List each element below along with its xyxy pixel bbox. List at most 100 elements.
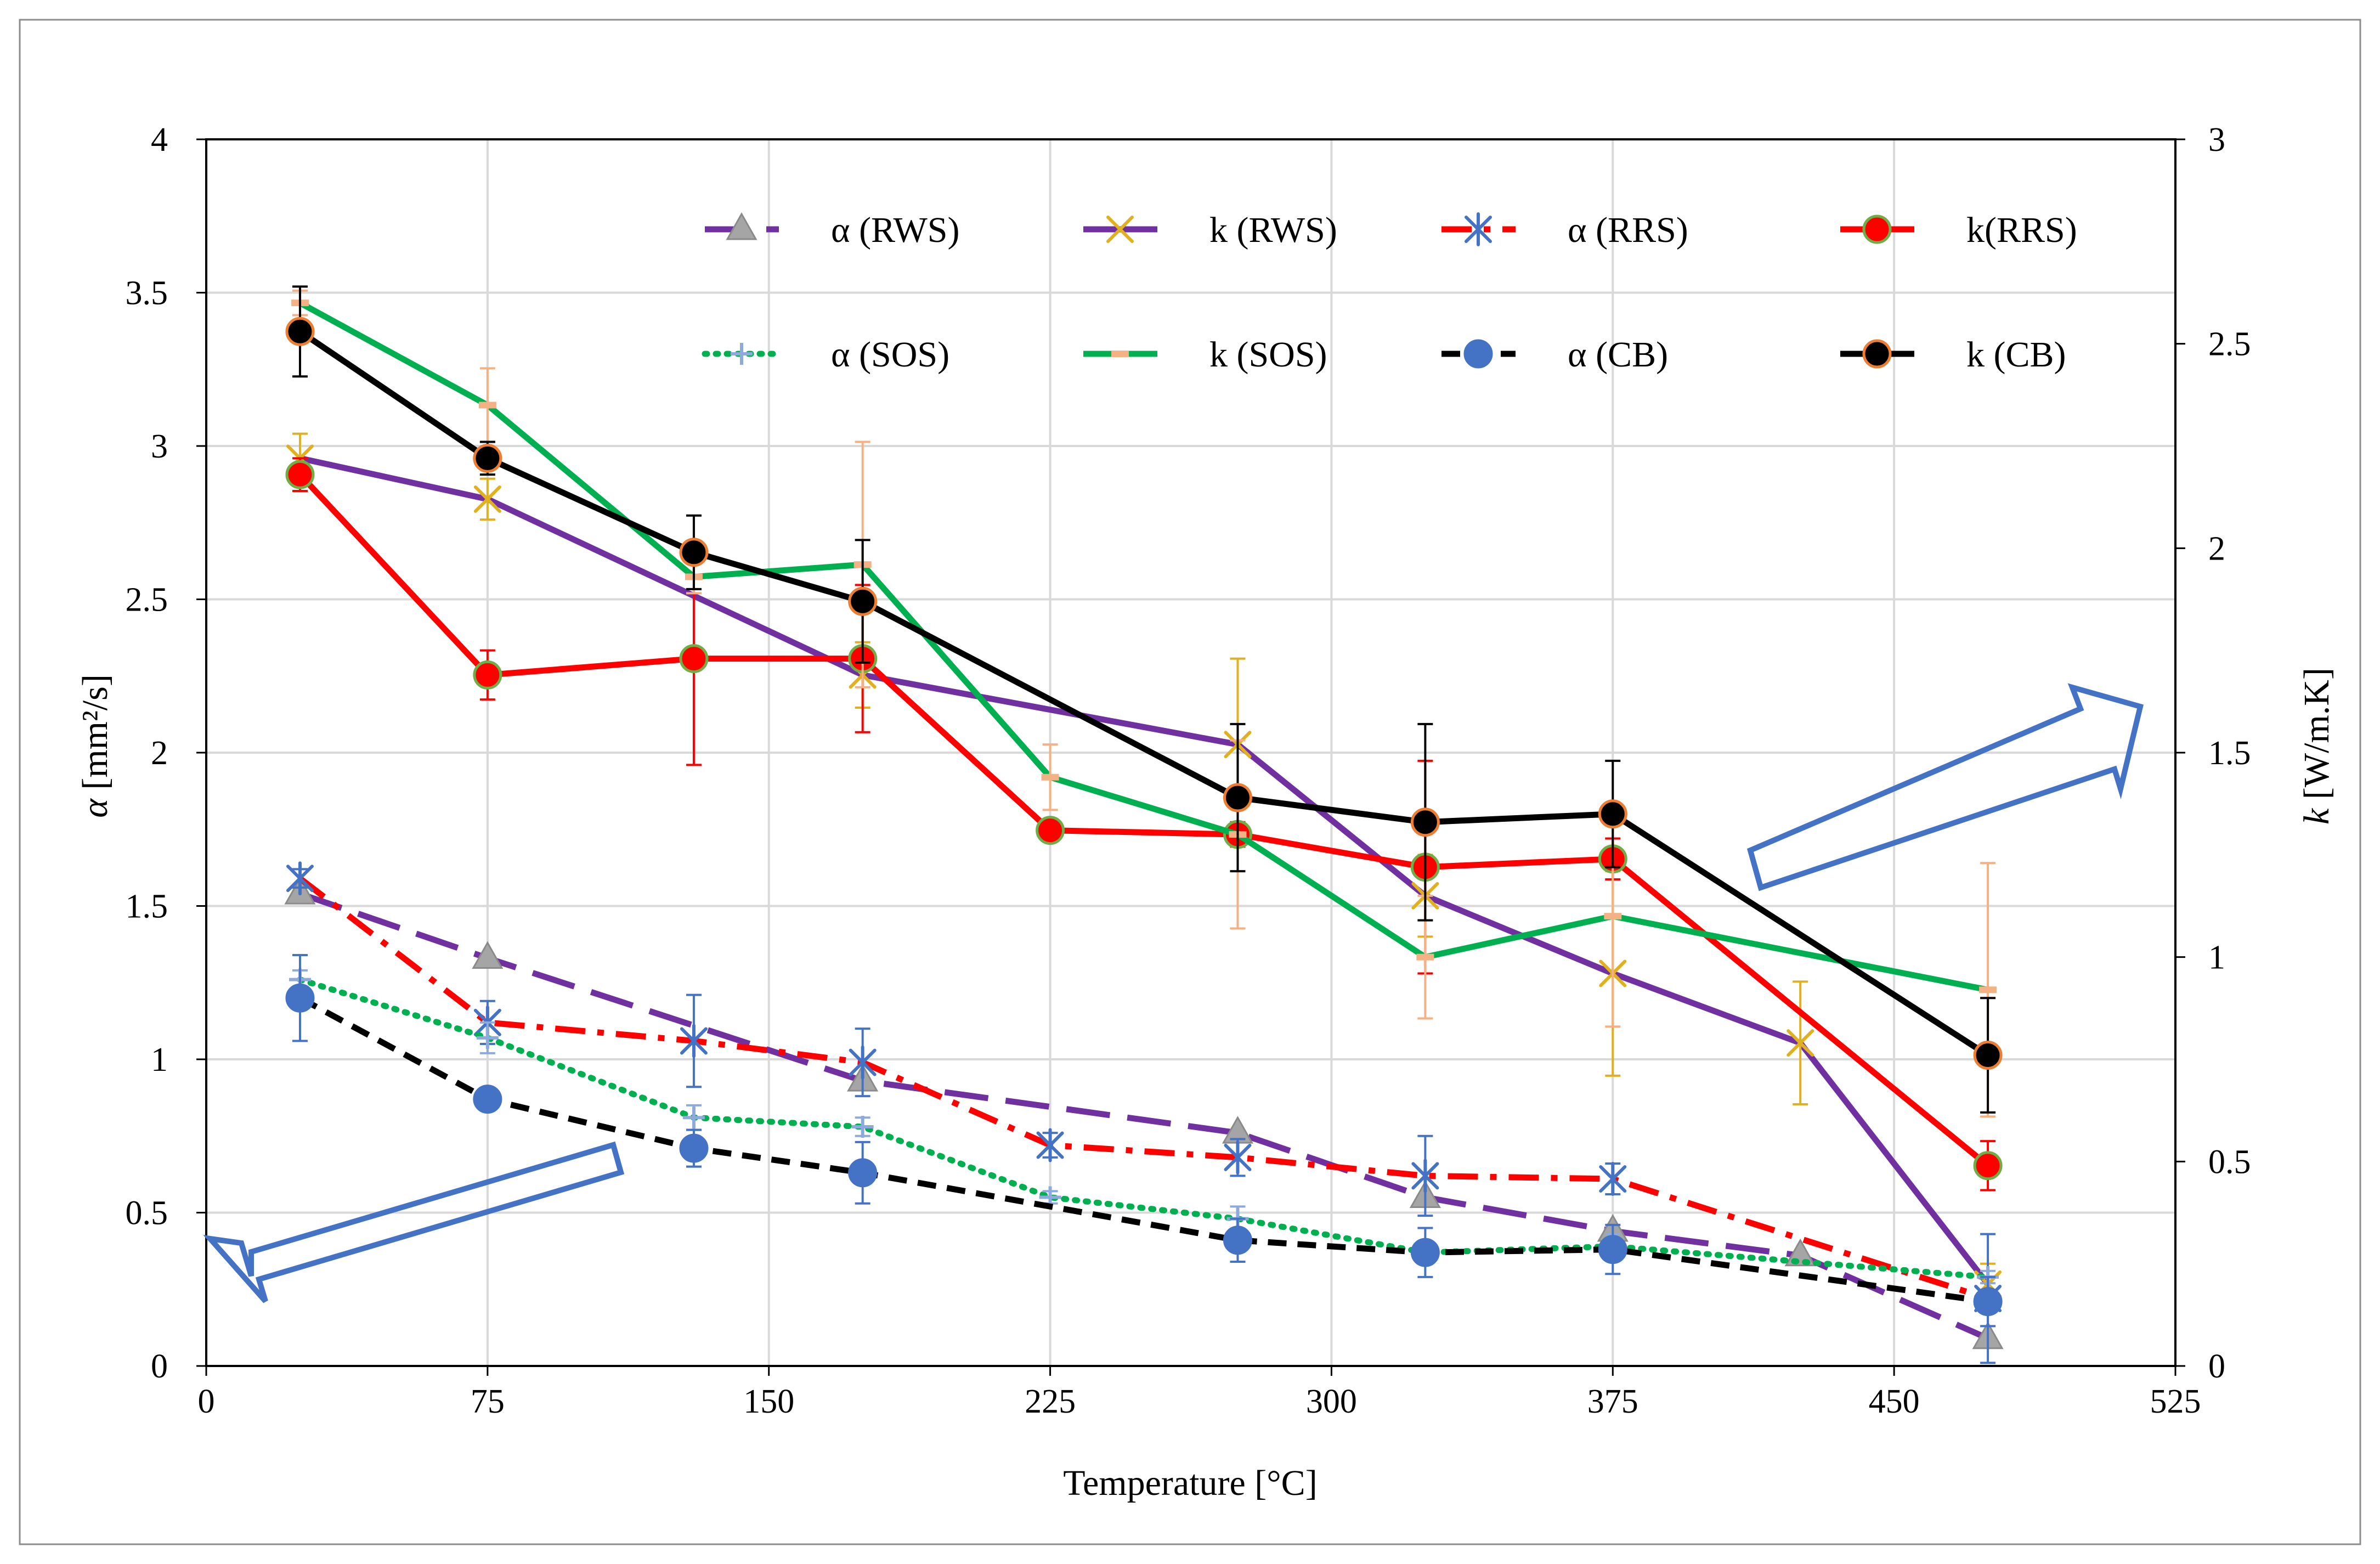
data-point: [472, 941, 504, 969]
legend-label: k (SOS): [1209, 335, 1327, 375]
data-point-shape: [1979, 986, 1997, 993]
x-tick-label: 150: [743, 1383, 794, 1420]
data-point: [1973, 1041, 2003, 1070]
data-point-shape: [285, 460, 315, 489]
data-point-shape: [1604, 913, 1622, 920]
legend-marker: [1463, 339, 1493, 369]
data-point: [1224, 1140, 1252, 1175]
data-point-shape: [851, 1115, 874, 1138]
data-point-shape: [848, 586, 878, 616]
data-point-shape: [472, 941, 504, 969]
legend-label: k (CB): [1966, 335, 2066, 375]
x-tick-label: 525: [2150, 1383, 2201, 1420]
legend-label: k (RWS): [1209, 210, 1337, 250]
left-pointing-arrow: [203, 1141, 625, 1303]
data-point: [285, 983, 315, 1013]
data-point-shape: [1598, 1235, 1627, 1264]
y-right-tick-label: 2: [2208, 530, 2225, 567]
legend-marker-shape: [1862, 214, 1892, 244]
data-point: [473, 443, 502, 473]
data-point-shape: [1410, 1238, 1440, 1267]
x-tick-label: 300: [1306, 1383, 1357, 1420]
legend-marker-shape: [726, 212, 757, 240]
data-point: [679, 1133, 709, 1163]
y-left-tick-label: 4: [151, 121, 168, 159]
legend-item-2: α (RRS): [1441, 210, 1688, 250]
data-point-shape: [1036, 816, 1065, 845]
data-point: [1973, 1287, 2003, 1317]
legend-item-1: k (RWS): [1083, 210, 1337, 250]
data-point: [848, 1158, 878, 1188]
legend-marker: [726, 212, 757, 240]
data-point: [285, 317, 315, 346]
data-point: [1041, 773, 1059, 781]
data-point: [679, 538, 709, 567]
legend-marker: [1862, 214, 1892, 244]
data-point-shape: [1223, 1226, 1252, 1255]
data-point-shape: [680, 1024, 708, 1058]
legend-marker: [731, 343, 753, 365]
data-point-shape: [1223, 783, 1252, 812]
data-point: [478, 402, 496, 409]
legend-label: α (SOS): [831, 335, 949, 375]
y-right-tick-label: 1.5: [2208, 735, 2251, 772]
data-point-shape: [1598, 799, 1627, 829]
data-point-shape: [473, 443, 502, 473]
y-left-tick-label: 2.5: [126, 581, 168, 619]
y-left-tick-label: 1: [151, 1041, 168, 1079]
legend-marker-shape: [1465, 212, 1492, 246]
data-point: [849, 1045, 877, 1080]
series-line: [298, 995, 1988, 1305]
legend: α (RWS) k (RWS) α (RRS) k(RRS) α (SOS) k (SOS…: [702, 210, 2077, 375]
data-point-shape: [1411, 1159, 1439, 1193]
data-point: [473, 1085, 502, 1114]
y-right-tick-label: 0.5: [2208, 1143, 2251, 1181]
axis-ticks: 0 75 150 225 300 375 450 52500.511.522.533.5400…: [126, 121, 2251, 1420]
data-point: [682, 1106, 705, 1129]
data-point-shape: [473, 485, 501, 513]
data-point: [286, 861, 314, 896]
data-point: [1973, 1151, 2003, 1181]
data-point-shape: [1973, 1287, 2003, 1317]
legend-item-4: α (SOS): [702, 335, 949, 375]
legend-marker-shape: [1463, 339, 1493, 369]
y-right-tick-label: 2.5: [2208, 326, 2251, 363]
data-point: [473, 485, 501, 513]
data-point-shape: [286, 861, 314, 896]
data-point-shape: [476, 1026, 499, 1049]
data-point: [285, 460, 315, 489]
legend-marker-shape: [1106, 216, 1134, 243]
series-layer: [284, 285, 2004, 1364]
data-point-shape: [679, 538, 709, 567]
series-2: [286, 861, 2002, 1364]
data-point-shape: [1973, 1151, 2003, 1181]
y-axis-left-title: α [mm²/s]: [75, 674, 115, 818]
data-point-shape: [682, 1106, 705, 1129]
data-point-shape: [1036, 1128, 1064, 1162]
data-point: [1410, 808, 1440, 837]
data-point: [1036, 816, 1065, 845]
legend-label: α (RRS): [1568, 210, 1688, 250]
data-point-shape: [473, 660, 502, 690]
data-point: [848, 586, 878, 616]
x-tick-label: 75: [471, 1383, 505, 1420]
legend-item-5: k (SOS): [1083, 335, 1327, 375]
data-point-shape: [473, 1085, 502, 1114]
data-point: [473, 660, 502, 690]
y-axis-right-title: k [W/m.K]: [2297, 668, 2337, 825]
legend-marker-shape: [1862, 339, 1892, 369]
y-left-tick-label: 2: [151, 735, 168, 772]
x-tick-label: 375: [1587, 1383, 1638, 1420]
data-point: [1599, 1162, 1627, 1196]
data-point: [1598, 799, 1627, 829]
data-point-shape: [1787, 1029, 1814, 1057]
data-point: [1979, 986, 1997, 993]
data-point: [476, 1026, 499, 1049]
x-tick-label: 450: [1869, 1383, 1920, 1420]
series-6: [285, 953, 2003, 1328]
y-left-tick-label: 1.5: [126, 888, 168, 925]
data-point: [1598, 1235, 1627, 1264]
series-line: [299, 455, 1991, 1286]
legend-item-0: α (RWS): [705, 210, 959, 250]
